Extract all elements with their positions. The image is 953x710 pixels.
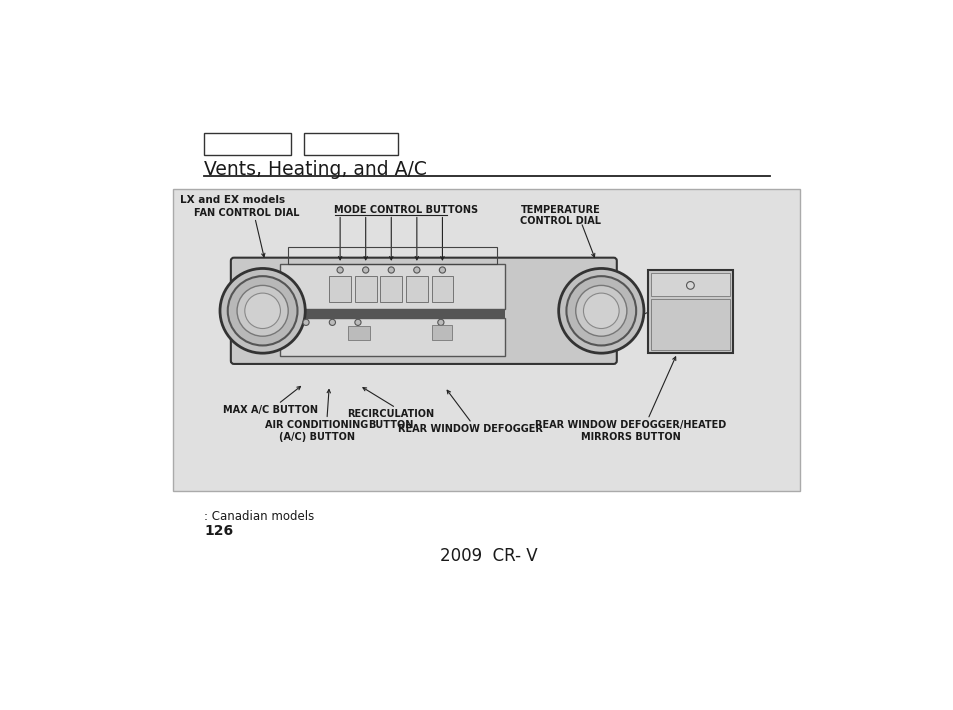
Text: RECIRCULATION
BUTTON: RECIRCULATION BUTTON: [347, 408, 434, 430]
Circle shape: [329, 320, 335, 325]
Text: LX and EX models: LX and EX models: [179, 195, 285, 205]
Bar: [173, 189, 799, 491]
Bar: [280, 264, 505, 309]
Circle shape: [355, 320, 360, 325]
Bar: [650, 299, 729, 350]
Bar: [303, 133, 397, 155]
Text: REAR WINDOW DEFOGGER/HEATED
MIRRORS BUTTON: REAR WINDOW DEFOGGER/HEATED MIRRORS BUTT…: [535, 420, 725, 442]
Circle shape: [336, 267, 343, 273]
Text: Vents, Heating, and A/C: Vents, Heating, and A/C: [204, 160, 427, 179]
Bar: [431, 324, 452, 340]
Bar: [431, 276, 453, 302]
Text: REAR WINDOW DEFOGGER: REAR WINDOW DEFOGGER: [397, 424, 542, 434]
Circle shape: [236, 285, 288, 337]
Text: : Canadian models: : Canadian models: [204, 510, 314, 523]
Circle shape: [583, 293, 618, 329]
Bar: [650, 273, 729, 296]
Bar: [280, 309, 505, 318]
Circle shape: [558, 268, 643, 353]
Bar: [204, 133, 291, 155]
Bar: [288, 247, 497, 264]
Circle shape: [220, 268, 305, 353]
Circle shape: [566, 276, 636, 346]
Bar: [280, 318, 505, 356]
Circle shape: [575, 285, 626, 337]
Circle shape: [303, 320, 309, 325]
Circle shape: [388, 267, 394, 273]
Text: A/C: A/C: [322, 330, 336, 339]
Text: AIR CONDITIONING
(A/C) BUTTON: AIR CONDITIONING (A/C) BUTTON: [265, 420, 368, 442]
Circle shape: [437, 320, 443, 325]
FancyBboxPatch shape: [231, 258, 617, 364]
Text: FAN CONTROL DIAL: FAN CONTROL DIAL: [194, 209, 299, 219]
Circle shape: [228, 276, 297, 346]
Text: MAX
A/C: MAX A/C: [291, 330, 310, 349]
Bar: [647, 270, 732, 353]
Bar: [406, 276, 427, 302]
Text: TEMPERATURE
CONTROL DIAL: TEMPERATURE CONTROL DIAL: [520, 204, 601, 226]
Circle shape: [245, 293, 280, 329]
Text: MAX A/C BUTTON: MAX A/C BUTTON: [223, 405, 317, 415]
Bar: [355, 276, 376, 302]
Text: MODE CONTROL BUTTONS: MODE CONTROL BUTTONS: [334, 204, 477, 214]
Bar: [380, 276, 402, 302]
Circle shape: [686, 282, 694, 289]
Circle shape: [362, 267, 369, 273]
Text: 126: 126: [204, 524, 233, 538]
Text: OFF: OFF: [248, 310, 261, 315]
Circle shape: [439, 267, 445, 273]
Text: 2009  CR- V: 2009 CR- V: [439, 547, 537, 565]
Circle shape: [414, 267, 419, 273]
Bar: [348, 326, 369, 340]
Bar: [329, 276, 351, 302]
